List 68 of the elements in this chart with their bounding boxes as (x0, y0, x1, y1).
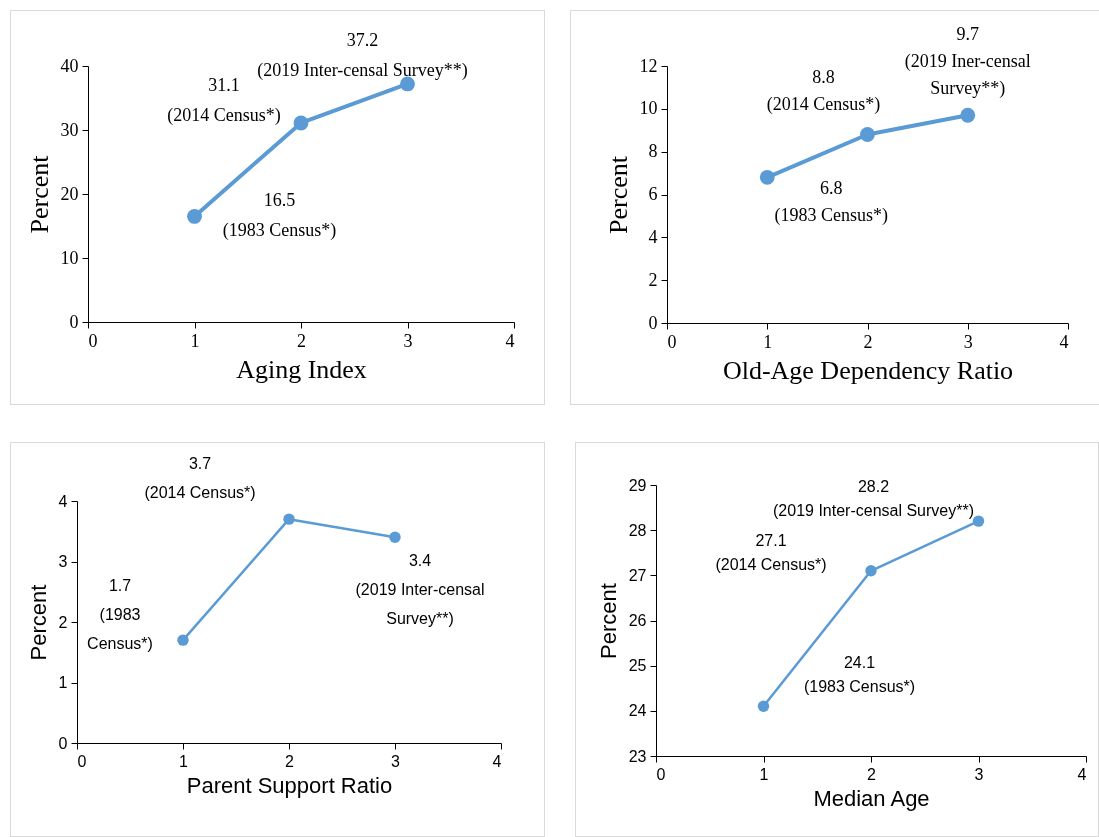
point (293, 115, 309, 131)
annotation: 3.4 (2019 Inter-censal Survey**) (355, 552, 485, 628)
y-tick-label: 2 (58, 613, 68, 631)
y-tick-label: 0 (58, 734, 68, 752)
y-tick-label: 27 (628, 566, 647, 584)
x-tick-label: 1 (179, 752, 189, 770)
y-tick-label: 25 (628, 657, 647, 675)
x-tick-label: 2 (297, 330, 306, 351)
y-axis-title: Percent (603, 155, 633, 234)
x-tick-label: 4 (1059, 331, 1069, 352)
y-tick-label: 40 (60, 55, 79, 76)
point (389, 531, 401, 543)
x-tick-label: 0 (667, 331, 677, 352)
x-axis-title: Old-Age Dependency Ratio (722, 355, 1014, 385)
y-axis-title: Percent (595, 583, 621, 659)
y-tick-label: 2 (648, 269, 658, 290)
x-tick-label: 3 (391, 752, 401, 770)
y-tick-label: 3 (58, 553, 68, 570)
x-tick-label: 0 (88, 330, 98, 351)
annotation: 1.7 (1983 Census*) (87, 577, 153, 653)
x-tick-label: 2 (863, 331, 873, 352)
annotation: 28.2 (2019 Inter-censal Survey**) (773, 478, 974, 520)
y-tick-label: 24 (628, 702, 647, 720)
annotation: 16.5 (1983 Census*) (222, 190, 337, 242)
x-tick-label: 3 (974, 765, 984, 783)
point (865, 565, 877, 577)
annotation: 9.7 (2019 Iner-censal Survey**) (904, 24, 1031, 100)
y-tick-label: 1 (58, 674, 68, 691)
x-tick-label: 4 (1077, 765, 1087, 783)
x-tick-label: 1 (759, 765, 769, 783)
y-tick-label: 30 (60, 119, 79, 140)
x-tick-label: 1 (190, 330, 200, 351)
point (972, 515, 985, 527)
point (187, 209, 202, 224)
y-tick-label: 26 (628, 612, 647, 629)
y-tick-label: 0 (648, 312, 658, 333)
y-axis-title: Percent (24, 154, 54, 234)
annotation: 8.8 (2014 Census*) (766, 66, 881, 115)
x-tick-label: 2 (867, 765, 877, 783)
annotation: 27.1 (2014 Census*) (715, 531, 827, 573)
x-tick-label: 4 (492, 752, 502, 770)
x-axis-title: Parent Support Ratio (186, 772, 393, 798)
x-tick-label: 1 (763, 331, 773, 352)
y-tick-label: 10 (639, 98, 658, 119)
y-tick-label: 8 (648, 141, 658, 162)
y-tick-label: 23 (628, 747, 647, 765)
x-tick-label: 2 (285, 752, 295, 770)
point (177, 634, 189, 646)
annotation: 24.1 (1983 Census*) (803, 654, 916, 696)
x-tick-label: 4 (505, 330, 515, 351)
y-tick-label: 20 (60, 183, 79, 204)
annotation: 6.8 (1983 Census*) (774, 178, 888, 227)
y-tick-label: 28 (628, 521, 647, 539)
y-tick-label: 29 (628, 476, 647, 494)
y-axis-title: Percent (25, 584, 51, 661)
x-axis-title: Median Age (813, 785, 930, 811)
x-tick-label: 3 (403, 330, 413, 351)
x-tick-label: 3 (963, 331, 973, 352)
y-tick-label: 4 (58, 492, 68, 510)
y-tick-label: 12 (639, 55, 658, 76)
point (757, 700, 770, 713)
y-tick-label: 10 (60, 247, 79, 268)
annotation: 3.7 (2014 Census*) (144, 455, 256, 502)
point (283, 513, 295, 525)
x-axis-title: Aging Index (236, 354, 367, 384)
y-tick-label: 4 (648, 226, 658, 247)
y-tick-label: 6 (648, 184, 658, 204)
y-tick-label: 0 (69, 311, 79, 332)
